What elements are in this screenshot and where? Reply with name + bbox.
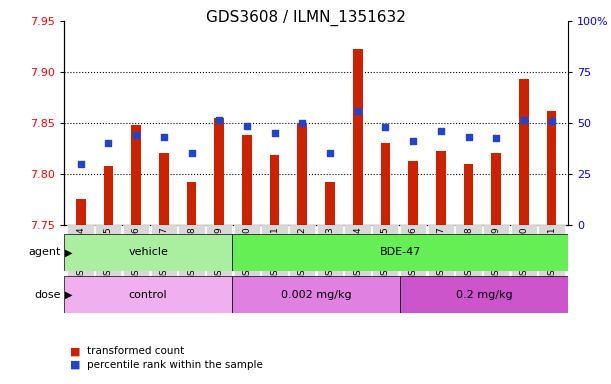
Text: GSM496408: GSM496408 <box>187 227 196 281</box>
Text: ■: ■ <box>70 360 81 370</box>
Text: vehicle: vehicle <box>128 247 168 258</box>
Bar <box>519 79 529 225</box>
Text: ■: ■ <box>70 346 81 356</box>
Text: GSM496415: GSM496415 <box>381 227 390 281</box>
Bar <box>547 111 557 225</box>
Bar <box>408 161 418 225</box>
Point <box>159 134 169 140</box>
Text: GSM496409: GSM496409 <box>214 227 224 281</box>
Bar <box>76 199 86 225</box>
FancyBboxPatch shape <box>150 225 177 291</box>
Text: GSM496416: GSM496416 <box>409 227 418 281</box>
Text: BDE-47: BDE-47 <box>379 247 421 258</box>
Bar <box>131 125 141 225</box>
FancyBboxPatch shape <box>64 276 232 313</box>
FancyBboxPatch shape <box>233 225 260 291</box>
Point <box>408 138 418 144</box>
Text: GSM496410: GSM496410 <box>243 227 252 281</box>
Text: percentile rank within the sample: percentile rank within the sample <box>87 360 263 370</box>
Point <box>519 117 529 123</box>
FancyBboxPatch shape <box>538 225 565 291</box>
Text: GDS3608 / ILMN_1351632: GDS3608 / ILMN_1351632 <box>205 10 406 26</box>
Bar <box>298 123 307 225</box>
Point <box>104 140 114 146</box>
Text: transformed count: transformed count <box>87 346 185 356</box>
Text: GSM496404: GSM496404 <box>76 227 86 281</box>
Text: dose: dose <box>35 290 61 300</box>
Point <box>353 108 362 114</box>
FancyBboxPatch shape <box>400 225 426 291</box>
Point <box>242 123 252 129</box>
FancyBboxPatch shape <box>123 225 149 291</box>
Text: GSM496405: GSM496405 <box>104 227 113 281</box>
FancyBboxPatch shape <box>316 225 343 291</box>
Bar <box>104 166 113 225</box>
FancyBboxPatch shape <box>511 225 537 291</box>
Text: 0.2 mg/kg: 0.2 mg/kg <box>456 290 513 300</box>
Text: ▶: ▶ <box>65 290 73 300</box>
FancyBboxPatch shape <box>67 225 94 291</box>
Point <box>131 132 141 138</box>
Text: GSM496406: GSM496406 <box>131 227 141 281</box>
FancyBboxPatch shape <box>262 225 288 291</box>
Point <box>547 118 557 124</box>
FancyBboxPatch shape <box>483 225 509 291</box>
Text: GSM496419: GSM496419 <box>492 227 501 281</box>
FancyBboxPatch shape <box>289 225 315 291</box>
Point <box>381 124 390 130</box>
Text: ▶: ▶ <box>65 247 73 258</box>
Text: GSM496420: GSM496420 <box>519 227 529 281</box>
Text: GSM496413: GSM496413 <box>326 227 335 281</box>
Text: GSM496407: GSM496407 <box>159 227 169 281</box>
FancyBboxPatch shape <box>206 225 232 291</box>
Text: GSM496418: GSM496418 <box>464 227 473 281</box>
Text: GSM496421: GSM496421 <box>547 227 556 281</box>
Bar <box>436 151 445 225</box>
FancyBboxPatch shape <box>400 276 568 313</box>
Text: GSM496412: GSM496412 <box>298 227 307 281</box>
FancyBboxPatch shape <box>64 234 232 271</box>
Text: agent: agent <box>29 247 61 258</box>
FancyBboxPatch shape <box>372 225 398 291</box>
Point <box>76 161 86 167</box>
Point <box>187 150 197 156</box>
Text: GSM496411: GSM496411 <box>270 227 279 281</box>
FancyBboxPatch shape <box>178 225 205 291</box>
FancyBboxPatch shape <box>345 225 371 291</box>
Text: 0.002 mg/kg: 0.002 mg/kg <box>281 290 351 300</box>
Bar <box>270 156 279 225</box>
Point <box>464 134 474 140</box>
FancyBboxPatch shape <box>95 225 122 291</box>
Bar <box>464 164 474 225</box>
Point <box>270 130 280 136</box>
FancyBboxPatch shape <box>232 276 400 313</box>
FancyBboxPatch shape <box>455 225 481 291</box>
Point <box>491 135 501 141</box>
Bar <box>491 153 501 225</box>
Bar <box>325 182 335 225</box>
Point <box>325 150 335 156</box>
Point <box>298 120 307 126</box>
Text: control: control <box>129 290 167 300</box>
Bar <box>353 49 362 225</box>
Bar <box>242 135 252 225</box>
Bar <box>214 118 224 225</box>
Text: GSM496417: GSM496417 <box>436 227 445 281</box>
Point <box>214 117 224 123</box>
Bar <box>381 143 390 225</box>
Point <box>436 128 445 134</box>
Bar <box>159 153 169 225</box>
FancyBboxPatch shape <box>428 225 454 291</box>
Text: GSM496414: GSM496414 <box>353 227 362 281</box>
Bar <box>187 182 196 225</box>
FancyBboxPatch shape <box>232 234 568 271</box>
